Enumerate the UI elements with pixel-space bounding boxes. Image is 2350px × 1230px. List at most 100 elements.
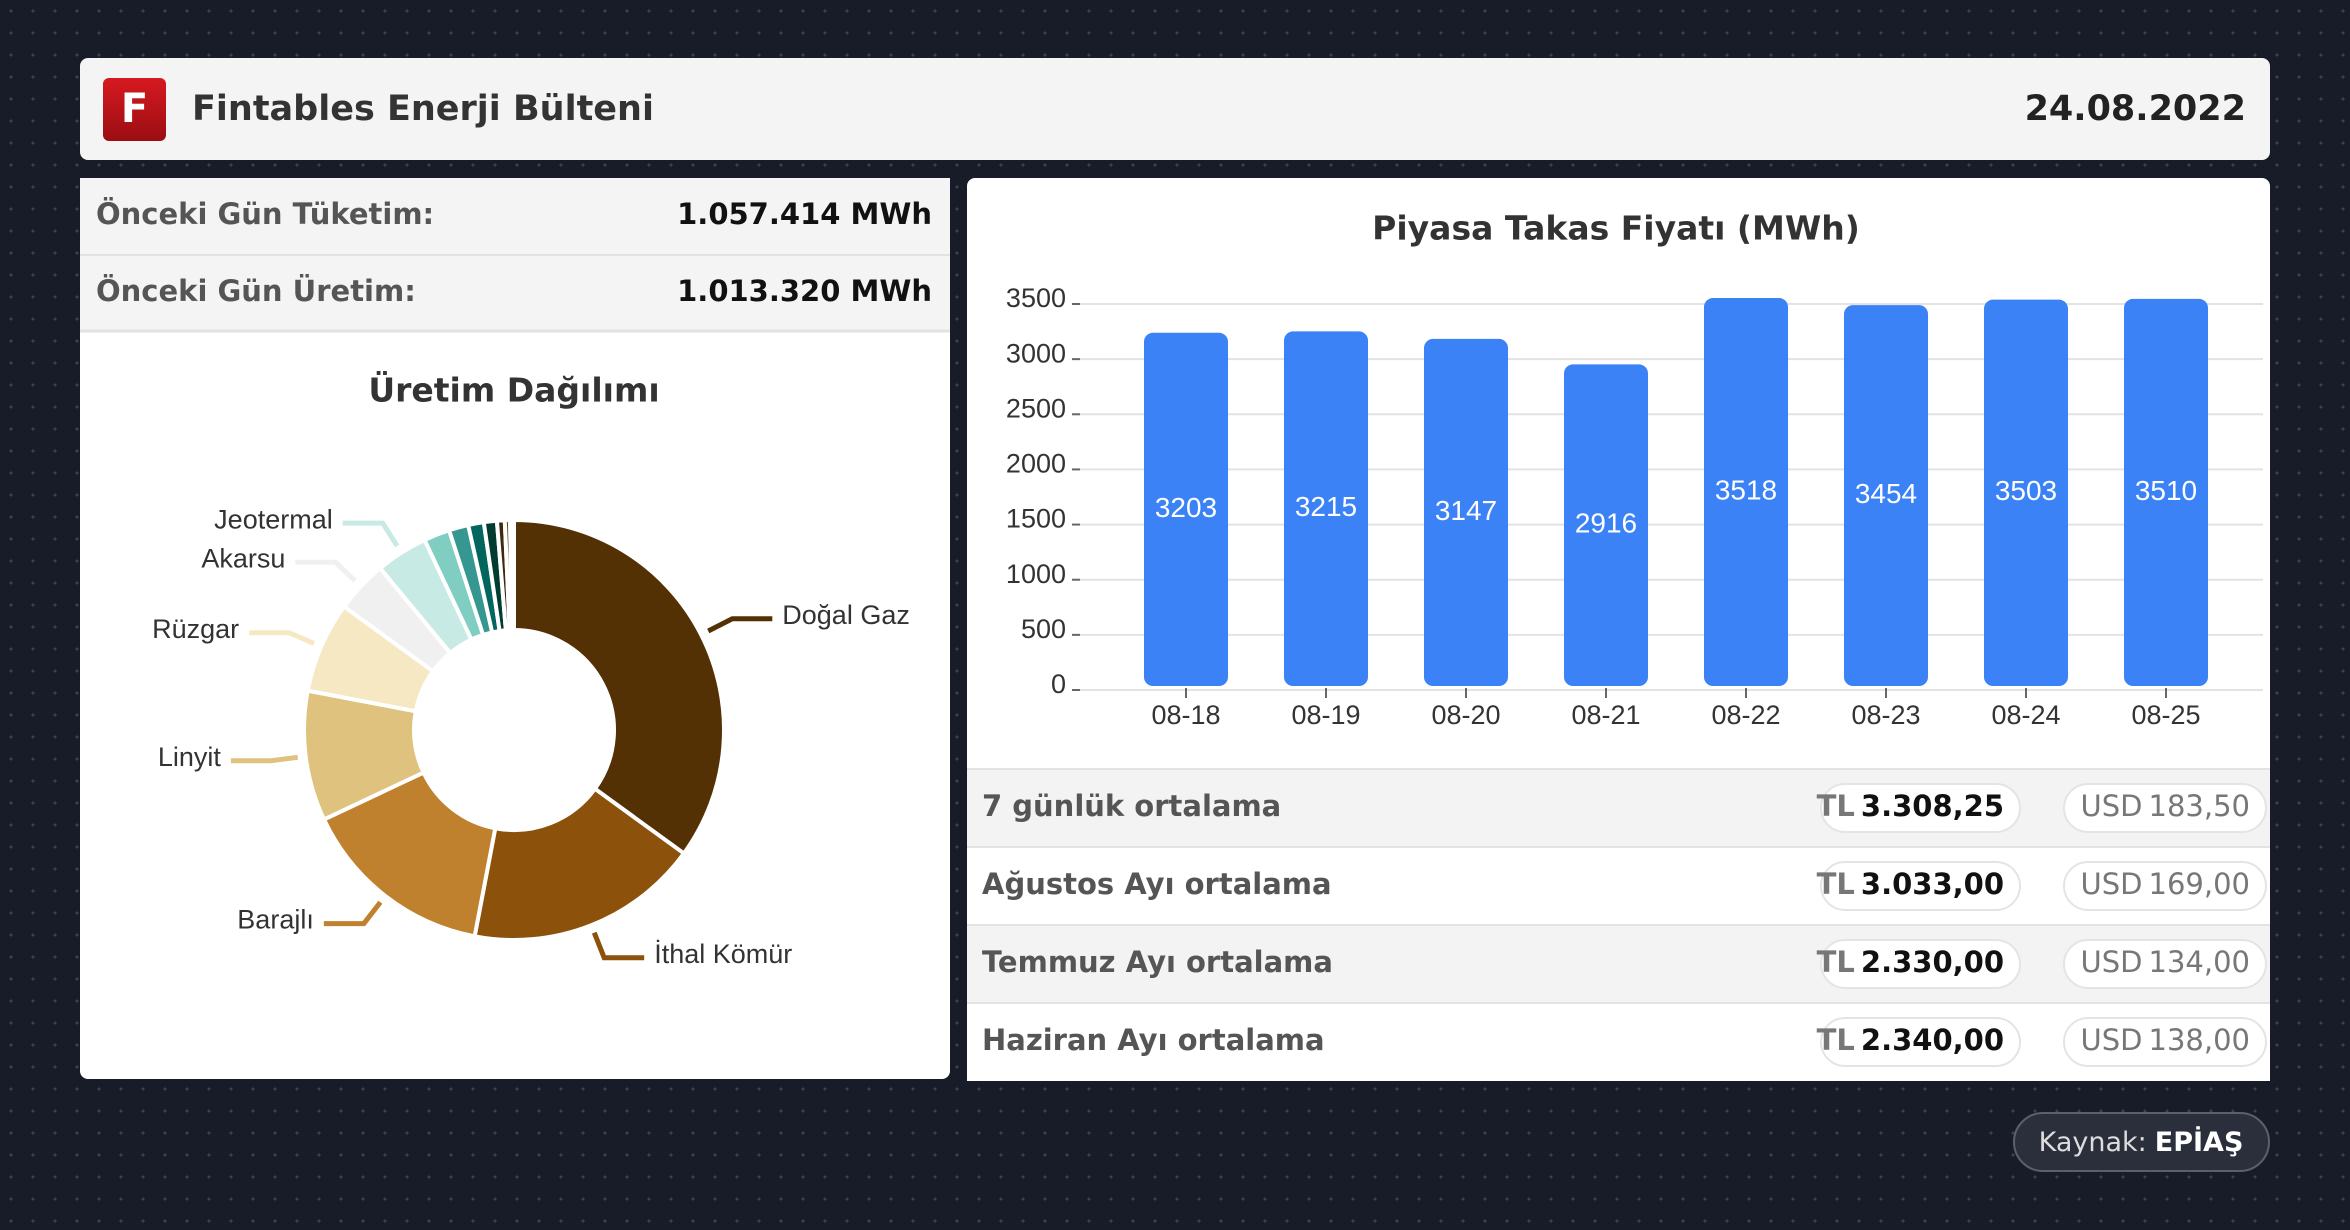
price: USD 169,00 [2081, 867, 2250, 901]
x-tick-label: 08-25 [2131, 700, 2200, 730]
stat-label: Önceki Gün Üretim: [96, 274, 416, 308]
slice-label: İthal Kömür [654, 938, 792, 969]
y-tick-label: 2000 [1006, 449, 1066, 479]
currency: TL [1817, 867, 1855, 901]
price: TL 2.330,00 [1817, 945, 2004, 979]
table-row [967, 769, 2270, 847]
x-tick-label: 08-18 [1151, 700, 1220, 730]
price-pill [2063, 861, 2267, 911]
y-tick-label: 2500 [1006, 393, 1066, 423]
row-label: Ağustos Ayı ortalama [982, 867, 1332, 901]
price-value: 183,50 [2149, 789, 2250, 823]
currency: USD [2081, 867, 2143, 901]
source-pill [2013, 1112, 2270, 1172]
bar-label: 3503 [1995, 475, 2057, 506]
price-pill [1820, 861, 2021, 911]
price-pill [1820, 1017, 2021, 1067]
stat-label: Önceki Gün Tüketim: [96, 197, 434, 231]
price-pill [2063, 783, 2267, 833]
x-tick-label: 08-23 [1851, 700, 1920, 730]
bar-label: 2916 [1575, 508, 1637, 539]
price: USD 138,00 [2081, 1023, 2250, 1057]
leader-line [249, 630, 315, 646]
slice-label: Linyit [158, 742, 222, 772]
slice-label: Jeotermal [214, 504, 333, 534]
currency: USD [2081, 945, 2143, 979]
currency: USD [2081, 789, 2143, 823]
row-label: 7 günlük ortalama [982, 789, 1281, 823]
bar-label: 3454 [1855, 478, 1917, 509]
chart-title: Üretim Dağılımı [368, 370, 659, 410]
source-label: Kaynak: [2039, 1127, 2147, 1158]
bar [1844, 305, 1928, 686]
price: TL 2.340,00 [1817, 1023, 2004, 1057]
price-pill [1820, 939, 2021, 989]
leader-line [591, 931, 645, 961]
bar [1984, 299, 2068, 686]
leader-line [342, 520, 400, 548]
y-tick-label: 3500 [1006, 283, 1066, 313]
currency: USD [2081, 1023, 2143, 1057]
price-value: 169,00 [2149, 867, 2250, 901]
currency: TL [1817, 789, 1855, 823]
slice-label: Barajlı [237, 905, 314, 935]
price-pill [2063, 1017, 2267, 1067]
price-value: 2.340,00 [1861, 1023, 2004, 1057]
header-title: Fintables Enerji Bülteni [192, 89, 654, 129]
row-label: Haziran Ayı ortalama [982, 1023, 1325, 1057]
table-row [967, 925, 2270, 1003]
x-tick-label: 08-21 [1571, 700, 1640, 730]
x-tick-label: 08-19 [1291, 700, 1360, 730]
row-label: Temmuz Ayı ortalama [982, 945, 1333, 979]
stat-value: 1.013.320 MWh [677, 274, 932, 308]
leader-line [323, 900, 383, 927]
price: TL 3.033,00 [1817, 867, 2004, 901]
price-value: 138,00 [2149, 1023, 2250, 1057]
bar-label: 3203 [1155, 492, 1217, 523]
donut-slice [321, 769, 498, 939]
bar-label: 3510 [2135, 475, 2197, 506]
leader-line [707, 616, 773, 634]
price: USD 134,00 [2081, 945, 2250, 979]
donut-slice [510, 517, 516, 633]
source-name: EPİAŞ [2155, 1126, 2244, 1158]
leader-line [230, 754, 299, 764]
bar [2124, 298, 2208, 686]
price-value: 3.308,25 [1861, 789, 2004, 823]
bar [1704, 298, 1788, 686]
slice-label: Doğal Gaz [782, 600, 910, 630]
leader-line [295, 559, 357, 583]
y-tick-label: 3000 [1006, 338, 1066, 368]
x-tick-label: 08-22 [1711, 700, 1780, 730]
bar-label: 3518 [1715, 474, 1777, 505]
header-date: 24.08.2022 [2025, 89, 2246, 129]
y-tick-label: 1500 [1006, 504, 1066, 534]
bar [1284, 331, 1368, 686]
bar [1424, 338, 1508, 686]
currency: TL [1817, 1023, 1855, 1057]
donut-slice [512, 517, 726, 857]
bar-label: 3215 [1295, 491, 1357, 522]
y-tick-label: 500 [1021, 614, 1066, 644]
price-value: 2.330,00 [1861, 945, 2004, 979]
donut-slice [472, 785, 687, 942]
currency: TL [1817, 945, 1855, 979]
price-value: 134,00 [2149, 945, 2250, 979]
chart-title: Piyasa Takas Fiyatı (MWh) [1372, 209, 1860, 248]
logo [103, 78, 166, 141]
table-row [967, 1003, 2270, 1081]
y-tick-label: 0 [1051, 669, 1066, 699]
y-tick-label: 1000 [1006, 559, 1066, 589]
price-pill [1820, 783, 2021, 833]
price-value: 3.033,00 [1861, 867, 2004, 901]
bar [1564, 364, 1648, 686]
source: Kaynak: EPİAŞ [2039, 1126, 2244, 1158]
slice-label: Akarsu [201, 543, 285, 573]
slice-label: Rüzgar [152, 614, 239, 644]
x-tick-label: 08-24 [1991, 700, 2060, 730]
bar [1144, 332, 1228, 686]
x-tick-label: 08-20 [1431, 700, 1500, 730]
bar-label: 3147 [1435, 495, 1497, 526]
